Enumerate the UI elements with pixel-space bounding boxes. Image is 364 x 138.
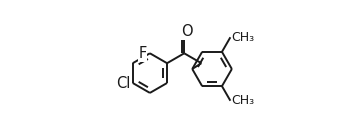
Text: CH₃: CH₃ (232, 94, 255, 107)
Text: Cl: Cl (116, 75, 130, 91)
Text: O: O (181, 24, 193, 39)
Text: CH₃: CH₃ (232, 31, 255, 44)
Text: F: F (138, 46, 146, 61)
